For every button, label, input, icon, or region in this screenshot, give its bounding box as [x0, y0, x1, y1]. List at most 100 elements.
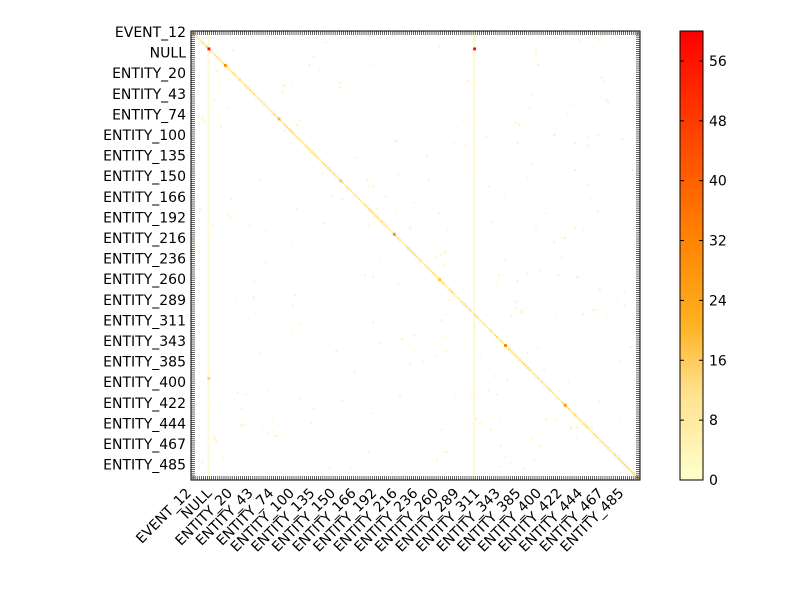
diagonal-cell	[328, 168, 332, 172]
colorbar	[679, 30, 704, 481]
heatmap-cell	[534, 49, 538, 52]
diagonal-cell	[351, 191, 355, 195]
diagonal-cell	[518, 358, 521, 361]
diagonal-cell	[574, 414, 577, 417]
heatmap-cell	[230, 197, 233, 200]
y-tick-label: EVENT_12	[115, 25, 186, 41]
heatmap-cell	[598, 399, 601, 402]
diagonal-cell	[314, 154, 318, 158]
diagonal-cell	[226, 66, 229, 69]
heatmap-cell	[631, 47, 634, 50]
x-tick-labels: EVENT_12NULLENTITY_20ENTITY_43ENTITY_74E…	[133, 485, 627, 555]
heatmap-cell	[240, 407, 243, 410]
heatmap-cell	[479, 356, 482, 359]
heatmap-cell	[298, 119, 301, 122]
diagonal-cell	[326, 166, 330, 170]
diagonal-cell	[263, 103, 266, 106]
diagonal-cell	[399, 239, 402, 242]
plot-frame	[190, 30, 641, 481]
diagonal-cell	[469, 309, 472, 312]
hot-cell	[504, 344, 507, 347]
diagonal-cell	[528, 368, 532, 372]
diagonal-cell	[625, 465, 629, 469]
diagonal-cell	[473, 313, 476, 316]
diagonal-cell	[211, 51, 215, 55]
diagonal-cell	[281, 121, 285, 125]
y-tick-label: ENTITY_150	[103, 169, 186, 185]
diagonal-cell	[331, 171, 334, 174]
heatmap-cell	[537, 346, 540, 349]
diagonal-cell	[619, 459, 622, 462]
heatmap-cell	[543, 368, 546, 371]
colorbar-tick-label: 40	[709, 174, 727, 190]
diagonal-cell	[289, 129, 293, 133]
diagonal-cell	[293, 133, 297, 137]
heatmap-cell	[201, 461, 204, 464]
heatmap-cell	[302, 35, 305, 38]
y-tick-label: ENTITY_166	[103, 190, 186, 206]
heatmap-cell	[619, 455, 622, 458]
heatmap-cell	[444, 313, 447, 316]
diagonal-cell	[300, 140, 303, 143]
diagonal-cell	[191, 31, 194, 34]
diagonal-cell	[343, 183, 346, 186]
diagonal-cell	[419, 259, 423, 263]
diagonal-cell	[242, 82, 245, 85]
heatmap-cell	[590, 426, 593, 429]
heatmap-cell	[372, 276, 375, 279]
colorbar-tick-label: 8	[709, 413, 718, 429]
heatmap-cell	[378, 257, 381, 260]
y-tick-label: ENTITY_192	[103, 210, 186, 226]
heatmap-cell	[434, 255, 437, 258]
diagonal-cell	[526, 366, 530, 370]
heatmap-cell	[394, 210, 397, 213]
heatmap-cell	[207, 475, 210, 478]
diagonal-cell	[489, 329, 493, 333]
heatmap-cell	[479, 422, 482, 425]
heatmap-cell	[504, 348, 507, 351]
diagonal-cell	[195, 35, 198, 38]
diagonal-cell	[258, 98, 262, 102]
diagonal-cell	[510, 350, 513, 353]
heatmap-cell	[368, 35, 371, 38]
diagonal-cell	[450, 290, 453, 293]
heatmap-cell	[438, 45, 441, 48]
heatmap-cell	[318, 70, 321, 73]
diagonal-cell	[372, 212, 375, 215]
heatmap-cell	[563, 236, 566, 240]
heatmap-cell	[219, 125, 222, 128]
heatmap-cell	[555, 397, 558, 400]
diagonal-cell	[306, 146, 309, 149]
heatmap-cell	[417, 245, 420, 248]
heatmap-cell	[436, 354, 439, 357]
heatmap-cell	[318, 53, 321, 56]
heatmap-cell	[440, 319, 443, 322]
diagonal-cell	[425, 265, 429, 269]
diagonal-cell	[491, 331, 495, 335]
heatmap-cell	[234, 298, 237, 301]
heatmap-cell	[497, 274, 500, 277]
heatmap-cell	[532, 459, 535, 462]
y-tick-label: NULL	[150, 46, 187, 62]
heatmap-cell	[396, 173, 400, 176]
diagonal-cell	[228, 68, 231, 71]
diagonal-cell	[553, 393, 556, 396]
heatmap-cell	[244, 393, 247, 396]
heatmap-cell	[448, 298, 451, 301]
diagonal-cell	[320, 160, 324, 164]
diagonal-cell	[370, 210, 373, 213]
heatmap-cell	[331, 195, 334, 198]
heatmap-cell	[267, 389, 270, 392]
diagonal-cell	[555, 395, 559, 399]
y-tick-labels: EVENT_12 NULL ENTITY_20 ENTITY_43 ENTITY_74 E…	[103, 25, 186, 474]
hot-cell	[223, 63, 227, 67]
heatmap-cell	[617, 35, 620, 38]
diagonal-cell	[615, 455, 618, 458]
diagonal-cell	[273, 113, 276, 116]
heatmap-cell	[539, 444, 542, 448]
diagonal-cell	[345, 185, 348, 188]
diagonal-cell	[409, 249, 412, 252]
diagonal-cell	[359, 199, 363, 203]
heatmap-cell	[637, 63, 640, 67]
diagonal-cell	[598, 438, 602, 442]
